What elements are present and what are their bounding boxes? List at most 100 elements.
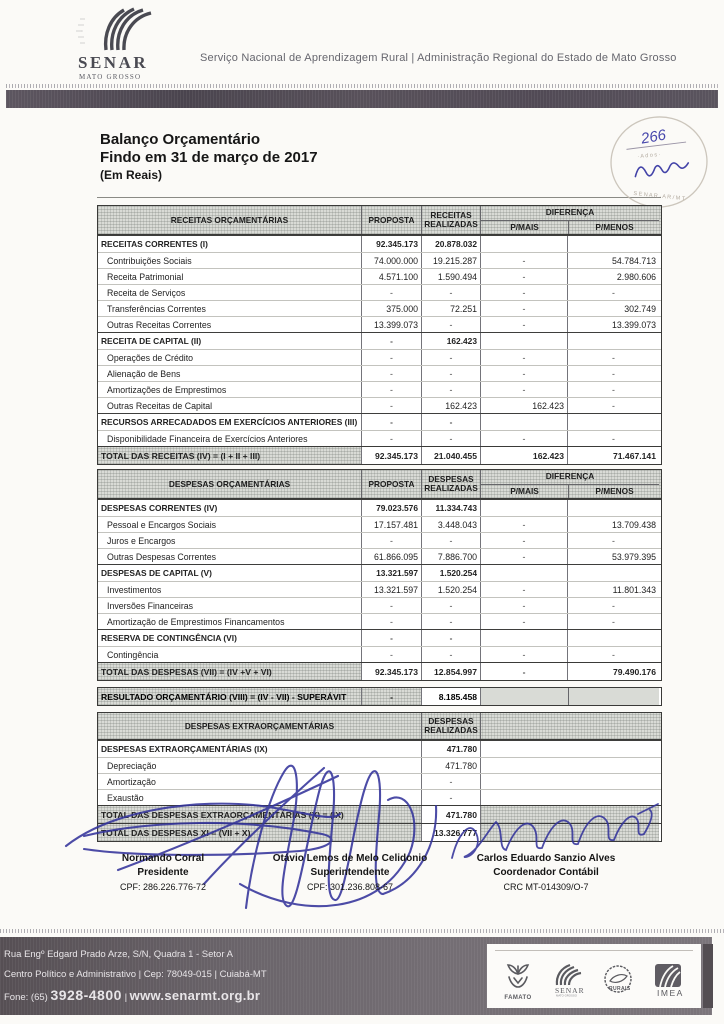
table-row: TOTAL DAS DESPESAS XI = (VII + X) 13.326.… [98,823,661,841]
brand-name: SENAR [78,53,148,72]
row-value: - [421,317,480,332]
row-value: - [480,301,567,316]
svg-text:RURAIS: RURAIS [609,986,631,992]
rurais-icon: RURAIS [604,965,632,993]
row-value: - [480,533,567,548]
row-value [567,414,659,430]
page-subtitle: Findo em 31 de março de 2017 [100,149,318,166]
footer-address-line1: Rua Engº Edgard Prado Arze, S/N, Quadra … [4,949,233,960]
row-value: - [421,774,480,789]
table-row: TOTAL DAS RECEITAS (IV) = (I + II + III)… [98,446,661,464]
row-value: 74.000.000 [361,253,421,268]
row-value: - [480,285,567,300]
row-value: 2.980.606 [567,269,659,284]
table-row: Outras Receitas Correntes 13.399.073- -13.… [98,316,661,332]
row-value: 12.854.997 [421,663,480,680]
row-label: Depreciação [107,760,157,771]
row-value: 471.780 [421,758,480,773]
row-value: 1.520.254 [421,582,480,597]
extra-table-body: DESPESAS EXTRAORÇAMENTÁRIAS (IX) 471.780 D… [98,740,661,841]
row-value: 302.749 [567,301,659,316]
row-value: - [421,285,480,300]
signatory-2-role: Superintendente [310,867,390,878]
budget-tables: RECEITAS ORÇAMENTÁRIAS PROPOSTA RECEITAS… [97,205,662,842]
imea-icon: IMEA [655,964,682,997]
row-value: - [480,253,567,268]
table-row: Receita de Serviços - - - - [98,284,661,300]
table-row: Alienação de Bens - - - - [98,365,661,381]
despesas-table-body: DESPESAS CORRENTES (IV) 79.023.576 11.334.… [98,499,661,680]
signatory-2: Otávio Lemos de Melo Celidonio Superinte… [252,852,448,894]
row-value: 162.423 [480,447,567,464]
senar-logo-icon: ::::::::::: ::::::::::::: ::::: SENAR MA… [76,7,152,81]
row-value: - [421,790,480,805]
row-value: 11.334.743 [421,500,480,516]
receitas-table-header: RECEITAS ORÇAMENTÁRIAS PROPOSTA RECEITAS… [98,206,661,235]
divider-dotted-top [6,84,718,88]
row-value [480,236,567,252]
row-value: 79.023.576 [361,500,421,516]
row-value: 20.878.032 [421,236,480,252]
row-value: - [480,317,567,332]
row-value: 79.490.176 [567,663,659,680]
resultado-empty [480,688,659,705]
row-value [567,565,659,581]
row-value [567,630,659,646]
signatory-2-id: CPF: 301.236.808-67 [306,882,394,892]
row-value: - [480,549,567,564]
rurais-logo: RURAIS RURAIS [601,963,635,997]
row-value: 13.326.777 [421,824,480,841]
col-proposta-2: PROPOSTA [361,470,421,498]
row-label: TOTAL DAS RECEITAS (IV) = (I + II + III) [98,447,361,464]
row-value: 17.157.481 [361,517,421,532]
row-value: - [567,350,659,365]
row-value: - [421,350,480,365]
col-diferenca-2: DIFERENÇA P/MAIS P/MENOS [480,470,659,498]
row-label: Juros e Encargos [107,535,176,546]
row-value: 13.709.438 [567,517,659,532]
row-value: - [480,614,567,629]
resultado-label: RESULTADO ORÇAMENTÁRIO (VIII) = (IV - VI… [98,688,361,705]
row-label: Disponibilidade Financeira de Exercícios… [107,433,308,444]
col-despesas-realizadas: DESPESAS REALIZADAS [421,470,480,498]
row-value [567,500,659,516]
footer-contact-line: Fone: (65) 3928-4800 | www.senarmt.org.b… [4,985,267,1008]
row-value: - [361,285,421,300]
row-value: - [480,517,567,532]
row-value: - [421,630,480,646]
signatory-1-id: CPF: 286.226.776-72 [119,882,207,892]
famato-logo: FAMATO [503,960,533,1001]
svg-text:SENAR: SENAR [555,986,585,995]
row-value: - [361,382,421,397]
row-value: - [567,382,659,397]
row-value [480,414,567,430]
row-value [480,333,567,349]
row-value: - [421,431,480,446]
table-row: Amortizações de Emprestimos - - - - [98,381,661,397]
row-value [480,741,659,757]
row-label: Inversões Financeiras [107,600,194,611]
table-row: DESPESAS DE CAPITAL (V) 13.321.597 1.520.2… [98,564,661,581]
approval-stamp: 266 · A d o s · S E N A R · A R / M T [599,107,719,218]
row-value: - [480,366,567,381]
col-diferenca-label: DIFERENÇA [481,206,659,221]
table-row: Outras Despesas Correntes 61.866.095 7.886… [98,548,661,564]
stamp-signature [634,162,690,178]
footer-phone-label: Fone: (65) [4,992,48,1003]
row-value: - [421,614,480,629]
row-value [480,790,659,805]
svg-text:· A d o s ·: · A d o s · [637,152,661,160]
row-value: - [361,350,421,365]
row-label: RECURSOS ARRECADADOS EM EXERCÍCIOS ANTER… [101,417,358,427]
row-value: 4.571.100 [361,269,421,284]
svg-text:S E N A R · A R / M T: S E N A R · A R / M T [633,191,686,202]
table-row: Investimentos 13.321.597 1.520.254-11.801.… [98,581,661,597]
row-value [480,806,659,823]
row-value: 92.345.173 [361,236,421,252]
row-value: 11.801.343 [567,582,659,597]
title-rule [97,197,661,198]
footer-address: Rua Engº Edgard Prado Arze, S/N, Quadra … [4,945,267,1008]
col-diferenca: DIFERENÇA P/MAIS P/MENOS [480,206,659,234]
svg-text:::::::: :::::: [78,23,84,27]
